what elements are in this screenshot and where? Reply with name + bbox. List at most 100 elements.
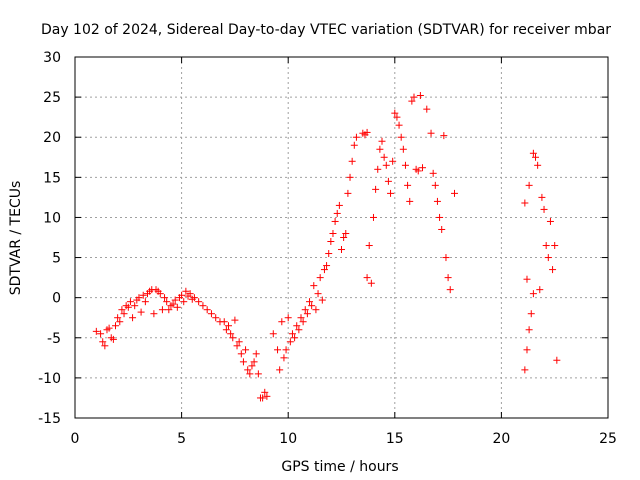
data-point [380, 153, 388, 161]
data-point [124, 303, 132, 311]
data-point [436, 213, 444, 221]
data-point [114, 314, 122, 322]
data-point [116, 318, 124, 326]
data-point [395, 121, 403, 129]
data-point [350, 141, 358, 149]
y-tick-label: -10 [38, 371, 61, 387]
data-point [333, 209, 341, 217]
y-tick-label: 15 [43, 170, 61, 186]
data-point [387, 189, 395, 197]
data-point [374, 165, 382, 173]
data-point [450, 189, 458, 197]
data-point [222, 326, 230, 334]
data-point [237, 350, 245, 358]
data-point [165, 306, 173, 314]
data-point [318, 296, 326, 304]
data-point [280, 354, 288, 362]
data-point [338, 246, 345, 254]
data-point [340, 234, 348, 241]
data-point [393, 113, 401, 121]
y-tick-labels: -15 -10 -5 0 5 10 15 20 25 30 [38, 50, 61, 427]
data-point [254, 370, 262, 378]
x-tick-label: 5 [177, 431, 186, 447]
data-point [367, 279, 375, 287]
data-point [231, 316, 239, 324]
data-point [195, 298, 203, 306]
data-point [169, 300, 177, 308]
data-point [369, 213, 377, 221]
data-point [173, 303, 181, 311]
data-point [372, 185, 380, 193]
data-point [391, 109, 399, 117]
data-point [158, 306, 166, 314]
data-point [376, 145, 384, 153]
data-point [291, 334, 299, 342]
data-point [99, 338, 107, 346]
data-point [282, 346, 290, 354]
data-points [92, 92, 561, 402]
data-point [101, 342, 109, 350]
data-point [521, 366, 529, 374]
data-point [525, 326, 533, 334]
chart-title: Day 102 of 2024, Sidereal Day-to-day VTE… [41, 22, 611, 38]
data-point [97, 330, 105, 338]
data-point [446, 286, 454, 294]
y-tick-label: 5 [52, 251, 61, 267]
plot-frame [74, 56, 609, 419]
data-point [532, 153, 540, 161]
data-point [105, 324, 113, 332]
data-point [150, 310, 158, 318]
data-point [126, 298, 134, 306]
data-point [278, 318, 286, 326]
data-point [525, 181, 533, 189]
data-point [308, 302, 316, 310]
data-point [401, 161, 409, 169]
data-point [404, 181, 412, 189]
data-point [276, 366, 284, 374]
data-point [242, 346, 250, 354]
data-point [120, 310, 128, 318]
y-tick-label: 0 [52, 291, 61, 307]
data-point [427, 129, 435, 137]
data-point [429, 169, 437, 177]
data-point [348, 157, 356, 165]
data-point [261, 388, 269, 396]
y-tick-label: 10 [43, 210, 61, 226]
data-point [207, 310, 215, 318]
data-point [295, 326, 303, 334]
data-point [112, 322, 120, 330]
x-tick-label: 20 [492, 431, 510, 447]
data-point [252, 350, 260, 358]
x-tick-label: 10 [279, 431, 297, 447]
data-point [186, 290, 194, 298]
data-point [203, 306, 211, 314]
data-point [433, 197, 441, 205]
data-point [352, 133, 360, 141]
x-tick-label: 25 [599, 431, 617, 447]
data-point [212, 314, 220, 322]
data-point [408, 97, 416, 105]
data-point [250, 358, 258, 366]
data-point [129, 314, 137, 322]
data-point [423, 105, 431, 113]
data-point [544, 254, 552, 262]
data-point [139, 291, 147, 299]
data-point [546, 217, 554, 225]
data-point [141, 298, 149, 306]
data-point [306, 298, 314, 306]
data-point [220, 318, 228, 326]
data-point [246, 370, 254, 378]
data-point [542, 242, 550, 250]
data-point [536, 286, 544, 294]
data-point [293, 322, 301, 330]
data-point [182, 287, 190, 295]
data-point [523, 346, 531, 354]
data-point [553, 356, 561, 364]
data-point [442, 254, 450, 262]
data-point [248, 362, 256, 370]
x-axis-label: GPS time / hours [281, 459, 398, 475]
data-point [301, 306, 309, 314]
data-point [384, 177, 392, 185]
y-tick-label: 25 [43, 90, 61, 106]
